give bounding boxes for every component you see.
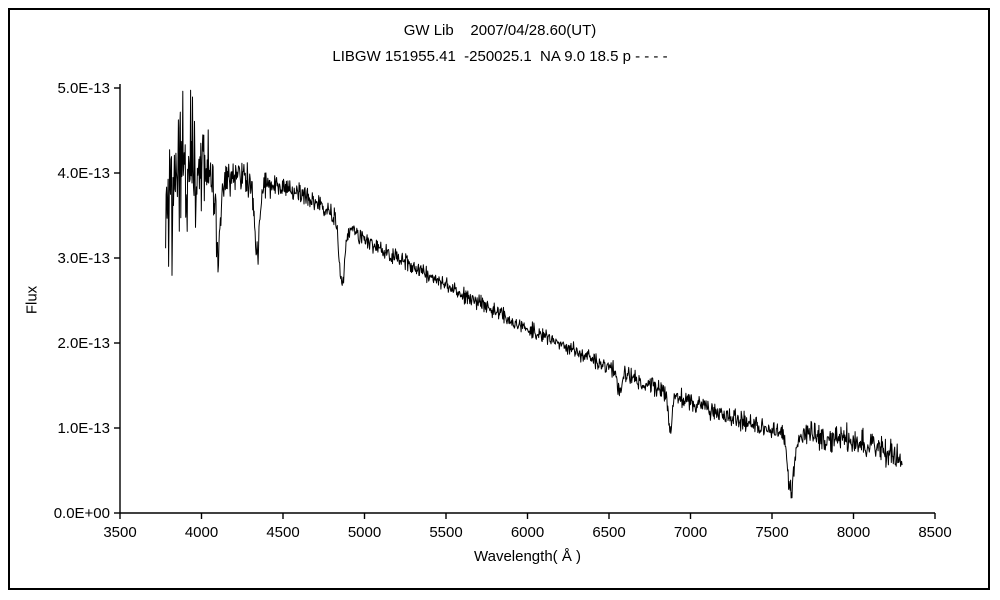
y-axis-ticks: 0.0E+00 1.0E-13 2.0E-13 3.0E-13 4.0E-13 5.0E-… [54, 80, 120, 522]
x-tick-label: 5000 [348, 524, 381, 541]
chart-frame [8, 8, 990, 590]
axes [119, 84, 935, 514]
x-tick-label: 4000 [185, 524, 218, 541]
x-tick-label: 7000 [674, 524, 707, 541]
x-tick-label: 7500 [755, 524, 788, 541]
x-axis-label: Wavelength( Å ) [474, 548, 581, 565]
y-tick-label: 3.0E-13 [57, 250, 110, 267]
y-tick-label: 5.0E-13 [57, 80, 110, 97]
x-tick-label: 6000 [511, 524, 544, 541]
x-tick-label: 8000 [837, 524, 870, 541]
x-tick-label: 5500 [429, 524, 462, 541]
y-tick-label: 4.0E-13 [57, 165, 110, 182]
y-tick-label: 2.0E-13 [57, 335, 110, 352]
y-tick-label: 0.0E+00 [54, 505, 110, 522]
x-tick-label: 8500 [918, 524, 951, 541]
x-tick-label: 3500 [103, 524, 136, 541]
x-axis-ticks: 3500 4000 4500 5000 5500 6000 6500 7000 7500 8000… [103, 513, 952, 541]
y-tick-label: 1.0E-13 [57, 420, 110, 437]
x-tick-label: 4500 [266, 524, 299, 541]
chart-title: GW Lib 2007/04/28.60(UT) [403, 22, 597, 39]
x-tick-label: 6500 [592, 524, 625, 541]
spectrum-line [165, 89, 903, 499]
chart-subtitle: LIBGW 151955.41 -250025.1 NA 9.0 18.5 p … [332, 48, 668, 65]
